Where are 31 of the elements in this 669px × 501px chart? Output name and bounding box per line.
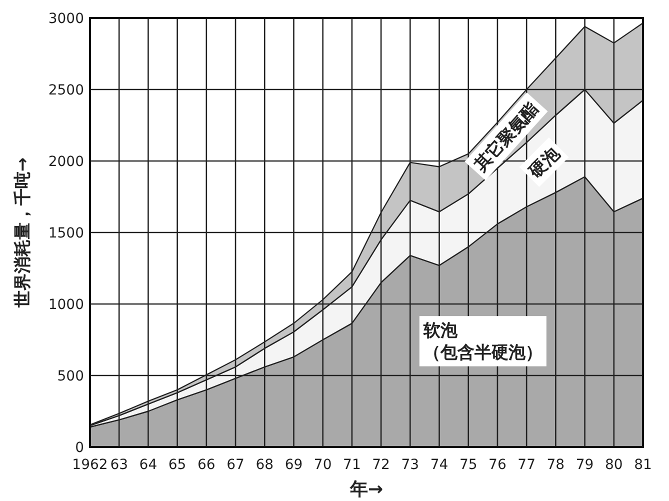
x-tick-label: 74 [430, 457, 448, 473]
series-label: 硬泡 [524, 143, 565, 183]
y-tick-label: 1500 [48, 226, 84, 242]
x-tick-label: 64 [139, 457, 158, 473]
x-tick-label: 1962 [72, 457, 108, 473]
x-tick-label: 79 [576, 457, 594, 473]
y-tick-label: 1000 [48, 297, 84, 313]
x-tick-label: 63 [110, 457, 128, 473]
y-tick-label: 2000 [48, 154, 84, 170]
x-tick-label: 76 [488, 457, 506, 473]
x-tick-label: 70 [314, 457, 332, 473]
x-tick-label: 69 [284, 457, 303, 473]
y-tick-label: 500 [57, 368, 84, 384]
x-tick-label: 67 [226, 457, 244, 473]
y-tick-label: 2500 [48, 82, 84, 98]
x-tick-label: 66 [198, 457, 216, 473]
x-tick-label: 81 [634, 457, 652, 473]
x-axis-title: 年→ [348, 479, 384, 500]
x-tick-label: 80 [604, 457, 623, 473]
x-tick-label: 65 [168, 457, 186, 473]
series-label: 软泡（包含半硬泡） [422, 321, 542, 364]
x-tick-label: 68 [256, 457, 274, 473]
x-tick-label: 77 [518, 457, 536, 473]
x-tick-label: 73 [401, 457, 420, 473]
y-axis-title: 世界消耗量，千吨→ [13, 157, 33, 309]
y-tick-label: 3000 [48, 11, 84, 27]
x-tick-label: 78 [546, 457, 565, 473]
x-tick-label: 71 [343, 457, 361, 473]
x-tick-label: 72 [372, 457, 390, 473]
y-tick-label: 0 [75, 440, 84, 456]
x-tick-label: 75 [459, 457, 478, 473]
